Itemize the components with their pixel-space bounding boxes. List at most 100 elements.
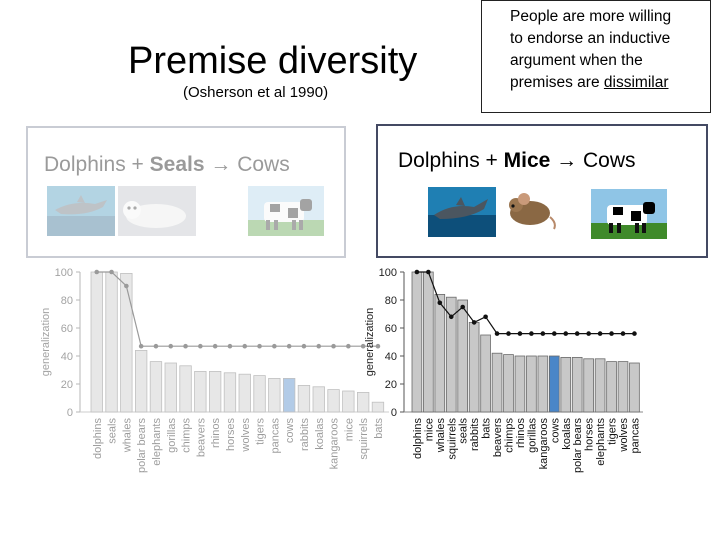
right-chart-model-point [609, 331, 614, 336]
left-chart-y-tick-label: 60 [61, 323, 73, 335]
slide-title: Premise diversity [128, 40, 418, 82]
right-chart-category-label: pancas [629, 418, 641, 454]
right-chart-y-tick-label: 80 [385, 295, 397, 307]
right-chart-model-point [426, 269, 431, 275]
left-chart-bar [149, 361, 163, 413]
mouse-photo [500, 187, 558, 231]
left-chart-bar [208, 370, 222, 413]
left-chart-bar [312, 386, 325, 413]
left-chart-model-point [316, 343, 322, 349]
left-chart-model-point [168, 343, 174, 349]
left-chart-bar [134, 349, 148, 413]
right-chart-model-point [529, 331, 534, 336]
right-chart-model-point [414, 269, 420, 275]
left-chart-category-label: kangaroos [329, 418, 341, 470]
right-chart-model-point [563, 331, 569, 336]
right-chart-model-point [460, 304, 466, 310]
left-heading-bold: Seals [149, 153, 205, 176]
left-chart-model-point [375, 343, 381, 349]
left-chart-category-label: whales [121, 418, 133, 454]
left-chart-model-point [138, 343, 144, 349]
left-chart-model-point [331, 343, 336, 349]
left-premise-panel [26, 126, 346, 258]
right-chart-bar [560, 356, 572, 413]
left-chart-category-label: pancas [269, 418, 281, 454]
right-chart-bar [434, 293, 446, 413]
left-chart-bar [327, 389, 340, 413]
right-chart-bar [571, 356, 583, 413]
left-chart-bar [194, 370, 207, 413]
left-chart-bar [90, 271, 103, 413]
cow-photo [591, 189, 667, 239]
left-chart-model-point [94, 269, 100, 275]
left-chart-bar [238, 373, 251, 413]
right-heading-bold: Mice [503, 149, 551, 172]
left-chart-category-label: wolves [240, 418, 252, 453]
right-chart-category-label: koalas [561, 418, 573, 450]
left-chart-y-tick-label: 40 [61, 351, 73, 363]
right-chart-category-label: elephants [595, 418, 607, 466]
right-chart-bar [411, 271, 423, 413]
left-chart-y-tick-label: 0 [67, 407, 73, 419]
left-chart-model-line [96, 271, 378, 347]
right-chart-model-point [552, 331, 557, 336]
right-chart-bar [583, 358, 594, 413]
callout-line-1: People are more willing [510, 8, 672, 25]
right-chart-model-point [540, 331, 546, 336]
right-chart-category-label: whales [435, 418, 447, 454]
right-chart-category-label: polar bears [572, 418, 584, 474]
right-chart-category-label: bats [481, 418, 493, 439]
right-chart-category-label: cows [549, 418, 561, 444]
right-chart-model-point [597, 331, 603, 336]
left-chart-model-point [198, 343, 203, 349]
right-chart-y-tick-label: 60 [385, 323, 397, 335]
left-chart-bar [223, 372, 237, 413]
left-chart-category-label: rabbits [299, 418, 311, 452]
right-chart-category-label: gorillas [526, 418, 538, 453]
right-chart-bar [423, 271, 434, 413]
left-chart-model-point [212, 343, 218, 349]
right-heading-suffix: → Cows [550, 149, 636, 172]
right-chart-model-point [517, 331, 523, 336]
right-chart-bar [514, 355, 526, 413]
callout-box: People are more willing to endorse an in… [481, 0, 711, 113]
right-chart-y-tick-label: 0 [391, 407, 397, 419]
left-chart-category-label: beavers [195, 418, 207, 458]
left-chart-y-tick-label: 100 [55, 267, 73, 279]
right-chart-bar [445, 296, 457, 413]
left-argument-heading: Dolphins + Seals → Cows [44, 153, 290, 177]
left-chart-bar [356, 391, 370, 413]
dolphin-photo-left [47, 186, 115, 236]
right-chart-category-label: rabbits [469, 418, 481, 452]
left-chart-category-label: bats [373, 418, 385, 439]
right-chart-model-point [448, 314, 454, 320]
right-chart-y-tick-label: 100 [379, 267, 397, 279]
right-chart-category-label: seals [458, 418, 470, 444]
left-chart-bar [105, 271, 118, 413]
right-chart-bar [526, 355, 537, 413]
left-chart-category-label: dolphins [92, 418, 104, 459]
callout-line-4: premises are dissimilar [510, 74, 669, 92]
right-argument-heading: Dolphins + Mice → Cows [398, 149, 636, 173]
right-chart-category-label: chimps [504, 418, 516, 453]
right-chart-bar [537, 355, 549, 413]
left-chart-y-tick-label: 20 [61, 379, 73, 391]
right-chart-category-label: kangaroos [538, 418, 550, 470]
right-chart-model-point [483, 314, 488, 320]
right-chart-bar [594, 358, 606, 413]
left-chart-category-label: elephants [151, 418, 163, 466]
left-chart-bar [282, 377, 296, 413]
right-chart-model-point [506, 331, 511, 336]
right-chart-model-point [471, 320, 477, 325]
left-chart-bar [164, 362, 177, 413]
dolphin-photo [428, 187, 496, 237]
citation: (Osherson et al 1990) [183, 84, 329, 101]
left-chart-category-label: horses [225, 418, 237, 452]
right-chart-model-point [574, 331, 580, 336]
left-chart-category-label: rhinos [210, 418, 222, 448]
right-chart-category-label: mice [423, 418, 435, 441]
cow-photo-left [248, 186, 324, 236]
right-chart-y-tick-label: 40 [385, 351, 397, 363]
left-heading-prefix: Dolphins + [44, 153, 150, 176]
